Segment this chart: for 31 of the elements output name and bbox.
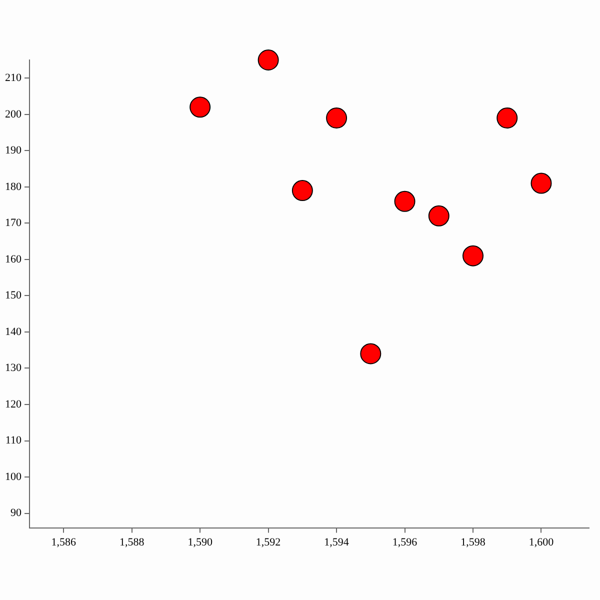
y-tick-label: 200 <box>5 108 22 120</box>
y-tick-label: 130 <box>5 362 22 374</box>
x-tick-label: 1,600 <box>528 536 554 548</box>
x-tick-label: 1,590 <box>188 536 213 548</box>
point <box>360 343 382 364</box>
point <box>530 172 552 194</box>
point <box>496 108 518 129</box>
y-tick-label: 140 <box>5 326 22 338</box>
y-tick-label: 190 <box>5 144 22 157</box>
y-tick-label: 160 <box>5 253 22 266</box>
point <box>326 108 348 129</box>
y-tick-label: 120 <box>5 398 22 410</box>
x-tick-label: 1,592 <box>256 536 281 548</box>
x-tick-label: 1,588 <box>119 536 145 548</box>
point <box>394 190 416 212</box>
point <box>428 205 450 226</box>
y-tick-label: 150 <box>5 290 22 302</box>
y-tick-label: 90 <box>10 507 22 520</box>
point <box>462 245 484 266</box>
y-tick-label: 110 <box>5 434 22 447</box>
y-tick-label: 210 <box>5 72 22 84</box>
x-tick-label: 1,598 <box>460 536 486 548</box>
point <box>190 96 211 118</box>
y-tick-label: 100 <box>5 470 22 483</box>
x-tick-label: 1,586 <box>51 536 76 548</box>
y-tick-label: 170 <box>5 217 22 230</box>
point <box>258 50 279 70</box>
point <box>292 180 313 202</box>
x-tick-label: 1,596 <box>392 536 418 548</box>
y-tick-label: 180 <box>5 180 22 193</box>
x-tick-label: 1,594 <box>324 536 350 548</box>
